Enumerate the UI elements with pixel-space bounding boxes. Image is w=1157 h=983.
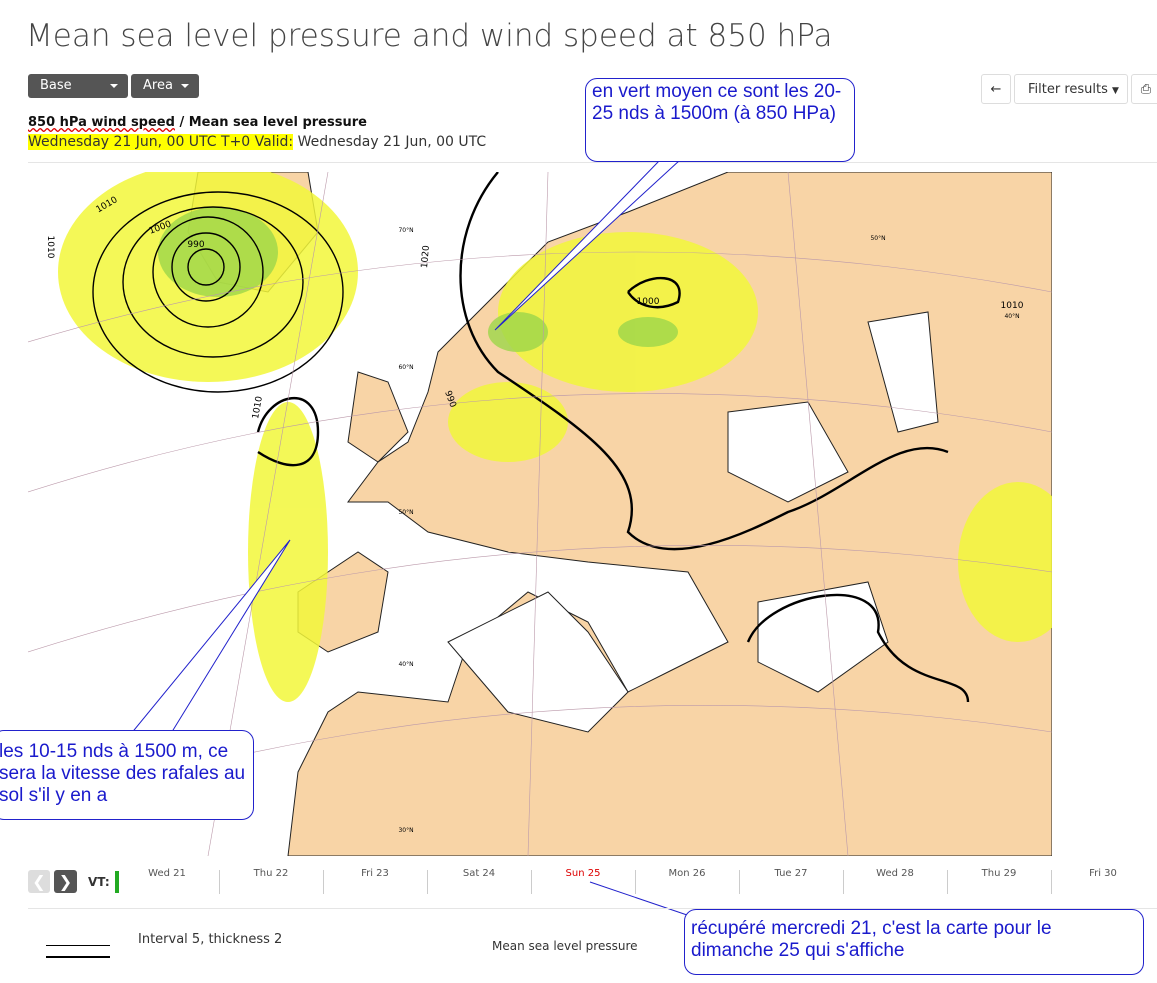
pointer: [589, 881, 691, 917]
latitude-label: 50°N: [398, 509, 413, 516]
seas: [447, 311, 939, 733]
divider: [28, 162, 1157, 163]
timeline-day[interactable]: Thu 22: [253, 868, 289, 879]
vt-marker: [115, 871, 119, 893]
filter-button[interactable]: Filter results ▼: [1014, 74, 1128, 104]
latitude-label: 30°N: [398, 827, 413, 834]
latitude-label: 60°N: [398, 364, 413, 371]
legend-label: Interval 5, thickness 2: [138, 932, 283, 947]
latitude-label: 40°N: [1004, 313, 1019, 320]
vt-label: VT:: [88, 875, 110, 889]
timeline-day[interactable]: Sat 24: [462, 868, 496, 879]
legend-line: [46, 956, 110, 958]
timeline-separator: [1051, 870, 1052, 894]
timeline-day[interactable]: Fri 30: [1089, 868, 1117, 879]
contour-label: 1020: [420, 245, 432, 269]
latitude-label: 40°N: [398, 661, 413, 668]
timeline-separator: [635, 870, 636, 894]
area-button[interactable]: Area: [131, 74, 199, 98]
timeline-day[interactable]: Wed 28: [876, 868, 914, 879]
legend-name: Mean sea level pressure: [492, 939, 638, 953]
timeline-day[interactable]: Tue 27: [774, 868, 808, 879]
contour-label: 1000: [637, 297, 660, 307]
timeline-separator: [843, 870, 844, 894]
prev-button[interactable]: ❮: [28, 870, 50, 893]
timeline-separator: [219, 870, 220, 894]
annotation: les 10-15 nds à 1500 m, ce sera la vites…: [0, 730, 254, 820]
base-time: Wednesday 21 Jun, 00 UTC T+0 Valid:: [28, 134, 294, 150]
other-layer[interactable]: Mean sea level pressure: [188, 115, 367, 130]
print-button[interactable]: ⎙: [1131, 74, 1157, 104]
annotation: en vert moyen ce sont les 20-25 nds à 15…: [585, 78, 855, 162]
timeline-separator: [427, 870, 428, 894]
contour-label: 1010: [251, 395, 265, 420]
page-title: Mean sea level pressure and wind speed a…: [26, 18, 833, 54]
valid-time: Wednesday 21 Jun, 00 UTC: [297, 134, 487, 150]
layer-selector: 850 hPa wind speed / Mean sea level pres…: [28, 115, 367, 130]
back-button[interactable]: ←: [981, 74, 1011, 104]
divider: [28, 908, 1157, 909]
contour-label: 1010: [45, 236, 55, 259]
timeline-day[interactable]: Fri 23: [361, 868, 389, 879]
next-button[interactable]: ❯: [54, 870, 77, 893]
timeline-separator: [531, 870, 532, 894]
filter-label: Filter results: [1028, 82, 1108, 97]
timeline-separator: [323, 870, 324, 894]
timeline-day[interactable]: Wed 21: [148, 868, 186, 879]
active-layer[interactable]: 850 hPa wind speed: [28, 115, 175, 130]
latitude-label: 70°N: [398, 227, 413, 234]
latitude-label: 50°N: [870, 235, 885, 242]
timeline-day[interactable]: Thu 29: [981, 868, 1017, 879]
timeline-separator: [947, 870, 948, 894]
contour-label: 1010: [1001, 301, 1024, 311]
timeline-separator: [739, 870, 740, 894]
base-time-button[interactable]: Base time: [28, 74, 128, 117]
timeline-day[interactable]: Sun 25: [565, 868, 601, 879]
timeline-day[interactable]: Mon 26: [668, 868, 706, 879]
legend-line: [46, 945, 110, 946]
contour-label: 990: [187, 240, 204, 250]
validity: Wednesday 21 Jun, 00 UTC T+0 Valid: Wedn…: [28, 134, 486, 150]
annotation: récupéré mercredi 21, c'est la carte pou…: [684, 909, 1144, 975]
layer-separator: /: [179, 115, 185, 130]
